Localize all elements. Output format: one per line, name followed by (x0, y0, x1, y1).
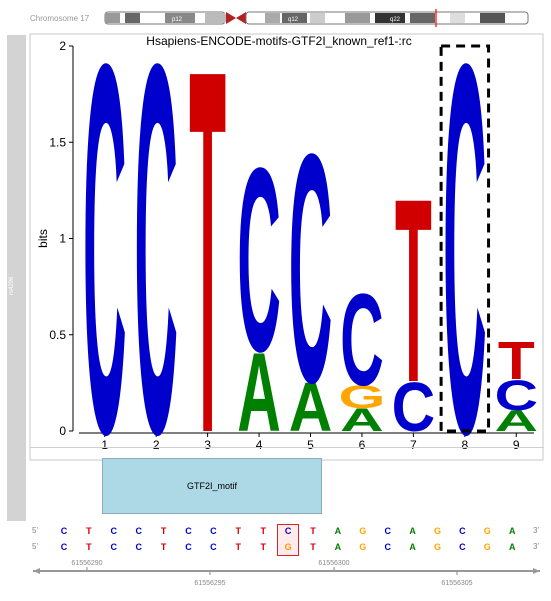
sequence-base: G (284, 542, 292, 552)
x-tick-label: 2 (153, 438, 160, 452)
band-label: q22 (390, 17, 401, 23)
sequence-base: C (384, 526, 391, 536)
sequence-base: C (210, 542, 217, 552)
sequence-base: A (334, 526, 342, 536)
logo-letter-c: C (134, 33, 178, 461)
separator (30, 447, 544, 448)
motif-label: GTF2I_motif (186, 481, 237, 491)
sequence-base: C (185, 526, 192, 536)
strand-end-label: 5' (32, 526, 38, 535)
chart-title: Hsapiens-ENCODE-motifs-GTF2I_known_ref1-… (146, 34, 411, 48)
sequence-base: G (359, 542, 367, 552)
x-tick-label: 6 (359, 438, 366, 452)
logo-letter-a: A (494, 405, 538, 438)
logo-letter-c: C (494, 372, 538, 419)
sequence-base: A (334, 542, 342, 552)
genome-axis: 61556290 61556300 61556295 61556305 (33, 560, 540, 587)
sequence-base: T (235, 526, 242, 536)
highlight-box (439, 44, 491, 433)
logo-letter-a: A (340, 402, 384, 438)
track-title-tab[interactable]: rs4296 (7, 35, 26, 521)
sequence-base: T (86, 526, 92, 536)
track-title: rs4296 (9, 276, 15, 295)
logo-letter-c: C (83, 33, 127, 461)
motif-feature[interactable]: GTF2I_motif (102, 458, 322, 514)
sequence-base: C (110, 542, 118, 552)
logo-letter-c: C (340, 267, 384, 413)
sequence-base: C (135, 542, 142, 552)
logo-letter-a: A (237, 330, 281, 456)
logo-letter-c: C (443, 33, 487, 461)
y-tick-label: 1.5 (49, 135, 66, 149)
sequence-base: C (384, 542, 391, 552)
x-tick-label: 3 (204, 438, 211, 452)
variant-highlight-box[interactable] (277, 524, 300, 556)
axis-label: 61556295 (194, 580, 225, 587)
sequence-base: A (409, 526, 416, 536)
strand-end-label: 3' (533, 542, 539, 551)
sequence-base: A (508, 542, 516, 552)
sequence-base: C (284, 526, 292, 536)
sequence-base: C (135, 526, 142, 536)
strand-end-label: 3' (533, 526, 539, 535)
sequence-base: A (508, 526, 516, 536)
logo-letter-t: T (189, 33, 226, 461)
y-axis-label: bits (36, 229, 50, 248)
band-label: q12 (288, 17, 299, 23)
sequence-base: G (433, 526, 442, 536)
x-tick-label: 9 (513, 438, 520, 452)
axis-label: 61556300 (318, 560, 349, 567)
chromosome-label: Chromosome 17 (30, 14, 90, 23)
sequence-track-reverse: 5' C T C C T C C T T G T A G C A G C G A 3' (0, 542, 551, 554)
logo-letter-c: C (237, 114, 281, 406)
axis-label: 61556290 (71, 560, 102, 567)
logo-letter-t: T (395, 145, 432, 437)
axis-label: 61556305 (441, 580, 472, 587)
sequence-base: G (433, 542, 442, 552)
logo-letter-g: G (338, 379, 385, 415)
x-tick-label: 4 (256, 438, 263, 452)
sequence-base: T (260, 526, 266, 536)
x-tick-label: 8 (461, 438, 468, 452)
sequence-base: G (483, 542, 491, 552)
sequence-base: T (310, 542, 316, 552)
sequence-base: C (60, 526, 68, 536)
y-tick-label: 0 (59, 424, 66, 438)
logo-letter-c: C (392, 368, 436, 446)
sequence-base: T (160, 542, 167, 552)
strand-end-label: 5' (32, 542, 38, 551)
logo-letter-a: A (289, 368, 333, 446)
logo-letter-c: C (289, 86, 333, 450)
sequence-base: G (483, 526, 491, 536)
y-tick-label: 1 (59, 232, 66, 246)
x-tick-label: 5 (307, 438, 314, 452)
sequence-base: T (235, 542, 242, 552)
sequence-base: C (185, 542, 192, 552)
sequence-base: G (359, 526, 367, 536)
sequence-base: C (210, 526, 217, 536)
sequence-logo-chart: Hsapiens-ENCODE-motifs-GTF2I_known_ref1-… (29, 33, 544, 461)
chromosome-ideogram[interactable]: p12 q12 q22 (0, 0, 551, 30)
sequence-track-forward: 5' C T C C T C C T T C T A G C A G C G A 3' (0, 526, 551, 538)
sequence-base: T (86, 542, 92, 552)
sequence-base: A (409, 542, 416, 552)
sequence-base: C (110, 526, 118, 536)
logo-letter-t: T (498, 331, 535, 391)
sequence-base: T (310, 526, 316, 536)
sequence-base: T (260, 542, 266, 552)
y-tick-label: 0.5 (49, 328, 66, 342)
x-tick-label: 1 (101, 438, 108, 452)
sequence-base: T (160, 526, 167, 536)
sequence-base: C (459, 542, 466, 552)
y-tick-label: 2 (59, 39, 66, 53)
x-tick-label: 7 (410, 438, 417, 452)
sequence-base: C (60, 542, 68, 552)
sequence-base: C (459, 526, 466, 536)
band-label: p12 (172, 17, 183, 23)
